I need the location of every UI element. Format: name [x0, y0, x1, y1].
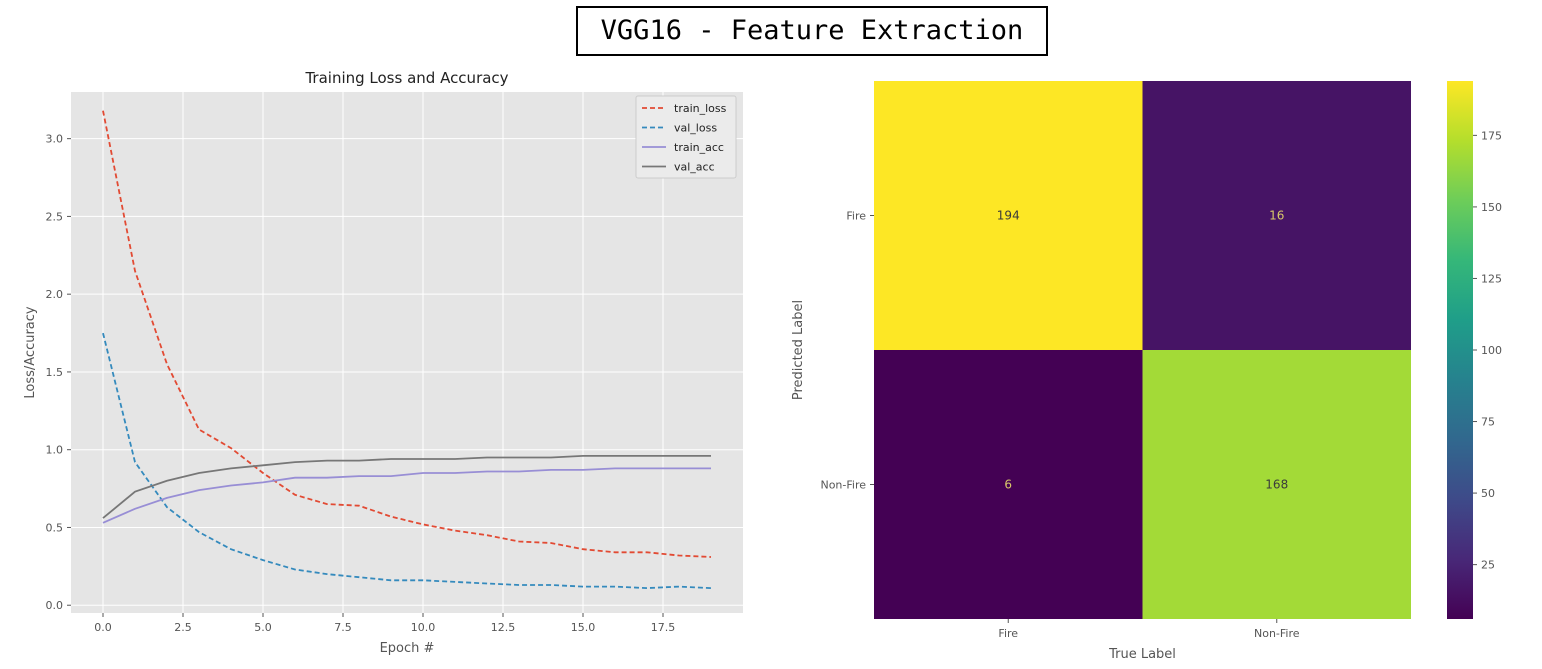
heatmap-value: 194 [997, 209, 1020, 223]
colorbar-tick-label: 25 [1481, 559, 1495, 572]
heatmap-cell [874, 350, 1143, 619]
colorbar-tick-label: 50 [1481, 487, 1495, 500]
y-tick-label: 1.0 [46, 444, 64, 457]
colorbar-tick-label: 100 [1481, 344, 1502, 357]
series-line-train_loss [102, 110, 712, 558]
y-tick-label: 2.0 [46, 288, 64, 301]
colorbar-tick-label: 75 [1481, 416, 1495, 429]
colorbar-tick-label: 150 [1481, 201, 1502, 214]
hm-x-axis-label: True Label [1108, 647, 1176, 662]
x-axis-label: Epoch # [380, 641, 435, 656]
figure-title: VGG16 - Feature Extraction [576, 6, 1048, 56]
x-tick-label: 2.5 [174, 621, 192, 634]
y-tick-label: 2.5 [46, 210, 64, 223]
series-line-val_acc [102, 454, 711, 519]
heatmap-cell [874, 81, 1143, 350]
legend-label-val_acc: val_acc [674, 161, 715, 174]
x-tick-label: 12.5 [491, 621, 516, 634]
heatmap-value: 168 [1265, 478, 1288, 492]
colorbar [1447, 81, 1473, 619]
colorbar-tick-label: 125 [1481, 272, 1502, 285]
heatmap-value: 16 [1269, 209, 1284, 223]
legend-label-train_acc: train_acc [674, 141, 724, 154]
x-tick-label: 7.5 [334, 621, 352, 634]
x-tick-label: 10.0 [411, 621, 436, 634]
y-tick-label: 0.0 [46, 599, 64, 612]
y-tick-label: 1.5 [46, 366, 64, 379]
x-tick-label: 17.5 [651, 621, 676, 634]
x-tick-label: 5.0 [254, 621, 272, 634]
hm-x-tick-label: Fire [998, 627, 1018, 640]
heatmap-cell [1142, 81, 1411, 350]
heatmap-value: 6 [1004, 478, 1012, 492]
hm-y-tick-label: Fire [846, 210, 866, 223]
legend-box [635, 95, 737, 179]
y-tick-label: 0.5 [46, 521, 64, 534]
x-tick-label: 0.0 [94, 621, 112, 634]
y-tick-label: 3.0 [46, 133, 64, 146]
series-line-train_acc [102, 467, 711, 524]
legend-label-train_loss: train_loss [674, 102, 727, 115]
y-axis-label: Loss/Accuracy [23, 306, 38, 399]
legend-label-val_loss: val_loss [674, 122, 717, 135]
hm-y-tick-label: Non-Fire [820, 479, 866, 492]
x-tick-label: 15.0 [571, 621, 596, 634]
hm-x-tick-label: Non-Fire [1254, 627, 1300, 640]
line-chart-title: Training Loss and Accuracy [304, 69, 508, 87]
series-line-val_loss [102, 332, 712, 590]
hm-y-axis-label: Predicted Label [791, 300, 806, 400]
heatmap-cell [1142, 350, 1411, 619]
colorbar-tick-label: 175 [1481, 129, 1502, 142]
